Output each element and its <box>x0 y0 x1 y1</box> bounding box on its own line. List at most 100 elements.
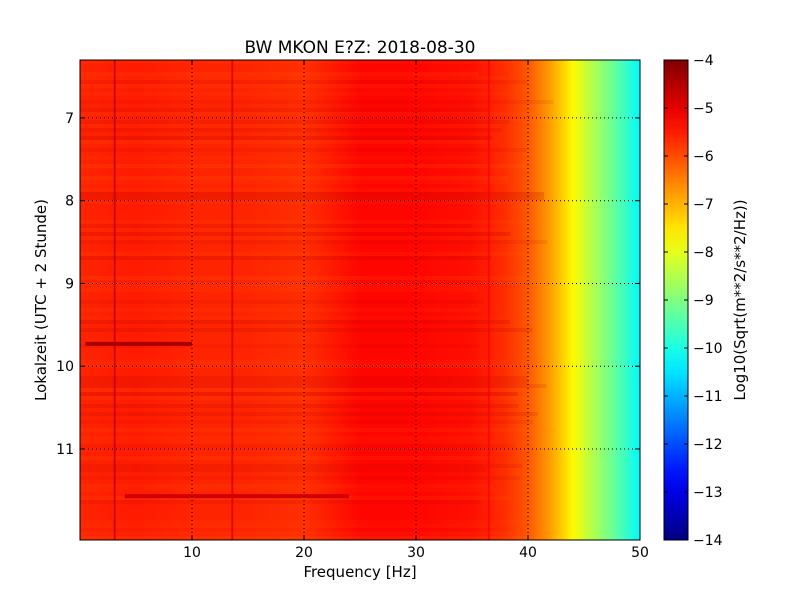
heatmap-row <box>80 164 527 168</box>
plot-frame <box>79 59 641 541</box>
plot-area <box>79 59 641 541</box>
x-axis-ticks: 10 20 30 40 50 <box>183 60 649 561</box>
heatmap-row <box>80 476 520 480</box>
x-tick-label: 50 <box>631 545 649 561</box>
heatmap-row <box>80 112 529 116</box>
heatmap-row <box>80 428 556 432</box>
x-tick-label: 10 <box>183 545 201 561</box>
heatmap-row <box>80 124 500 128</box>
heatmap-row <box>80 524 496 528</box>
heatmap-row <box>80 488 500 492</box>
heatmap-row <box>80 412 538 416</box>
feature-vertical-line <box>487 60 490 540</box>
y-tick-label: 9 <box>65 276 74 292</box>
colorbar: −4 −5 −6 −7 −8 −9 −10 −11 −12 −13 −14 Log10(Sqrt(m… <box>663 53 749 549</box>
colorbar-tick-label: −13 <box>693 485 723 501</box>
x-tick-label: 20 <box>295 545 313 561</box>
heatmap-row <box>80 384 547 388</box>
colorbar-ticks: −4 −5 −6 −7 −8 −9 −10 −11 −12 −13 −14 <box>664 53 723 549</box>
heatmap-row <box>80 180 509 184</box>
chart-title: BW MKON E?Z: 2018-08-30 <box>245 38 476 58</box>
heatmap-row <box>80 240 548 244</box>
heatmap-row <box>80 200 519 204</box>
x-tick-label: 40 <box>519 545 537 561</box>
heatmap-row <box>80 300 484 304</box>
feature-horizontal-line <box>85 341 192 346</box>
heatmap-row <box>80 444 516 448</box>
colorbar-tick-label: −8 <box>693 245 714 261</box>
y-tick-label: 8 <box>65 194 74 210</box>
heatmap-row <box>80 436 487 440</box>
heatmap-row <box>80 328 533 332</box>
heatmap-row <box>80 440 499 444</box>
heatmap-row <box>80 72 479 76</box>
y-tick-label: 7 <box>65 111 74 127</box>
heatmap-row <box>80 92 513 96</box>
heatmap-row <box>80 232 511 236</box>
heatmap-row <box>80 284 477 288</box>
heatmap-row <box>80 404 519 408</box>
heatmap-row <box>80 484 494 488</box>
feature-horizontal-line <box>124 494 349 499</box>
x-axis-label: Frequency [Hz] <box>303 563 416 581</box>
heatmap-row <box>80 120 510 124</box>
heatmap-row <box>80 60 520 64</box>
heatmap-row <box>80 500 481 504</box>
heatmap-row <box>80 100 554 104</box>
heatmap-row <box>80 380 529 384</box>
heatmap-row <box>80 532 514 536</box>
heatmap-row <box>80 76 507 80</box>
heatmap-features <box>85 60 490 540</box>
y-axis-ticks: 7 8 9 10 11 <box>56 111 640 458</box>
colorbar-label: Log10(Sqrt(m**2/s**2/Hz)) <box>731 199 749 400</box>
colorbar-tick-label: −7 <box>693 197 714 213</box>
heatmap-row <box>80 316 507 320</box>
y-tick-label: 10 <box>56 359 74 375</box>
heatmap-row <box>80 392 518 396</box>
heatmap-row <box>80 364 549 368</box>
heatmap-row <box>80 320 510 324</box>
heatmap-row <box>80 520 544 524</box>
heatmap-row <box>80 396 542 400</box>
heatmap-row <box>80 464 523 468</box>
heatmap-row <box>80 236 512 240</box>
heatmap-row <box>80 228 510 232</box>
feature-vertical-line <box>113 60 116 540</box>
heatmap-row <box>80 140 492 144</box>
heatmap-row <box>80 420 533 424</box>
grid-lines <box>80 60 640 540</box>
colorbar-tick-label: −9 <box>693 293 714 309</box>
colorbar-tick-label: −5 <box>693 101 714 117</box>
heatmap-row <box>80 192 545 196</box>
heatmap-row <box>80 344 479 348</box>
heatmap-row <box>80 84 492 88</box>
heatmap-row <box>80 376 528 380</box>
x-tick-label: 30 <box>407 545 425 561</box>
heatmap-row <box>80 468 487 472</box>
colorbar-tick-label: −14 <box>693 533 723 549</box>
colorbar-tick-label: −4 <box>693 53 714 69</box>
heatmap-row <box>80 456 492 460</box>
colorbar-tick-label: −11 <box>693 389 723 405</box>
heatmap-background <box>80 60 640 540</box>
heatmap-row <box>80 128 502 132</box>
heatmap-row <box>80 256 492 260</box>
heatmap-row <box>80 220 534 224</box>
heatmap-row <box>80 224 473 228</box>
heatmap-row <box>80 108 488 112</box>
heatmap-row <box>80 148 527 152</box>
heatmap-row <box>80 80 528 84</box>
heatmap-row <box>80 196 545 200</box>
y-tick-label: 11 <box>56 442 74 458</box>
heatmap-rows <box>80 60 556 540</box>
colorbar-tick-label: −10 <box>693 341 723 357</box>
heatmap-row <box>80 388 532 392</box>
heatmap-row <box>80 360 509 364</box>
heatmap-row <box>80 176 509 180</box>
heatmap-row <box>80 156 480 160</box>
heatmap-row <box>80 288 478 292</box>
heatmap-row <box>80 276 542 280</box>
heatmap-row <box>80 308 480 312</box>
heatmap-row <box>80 536 547 540</box>
